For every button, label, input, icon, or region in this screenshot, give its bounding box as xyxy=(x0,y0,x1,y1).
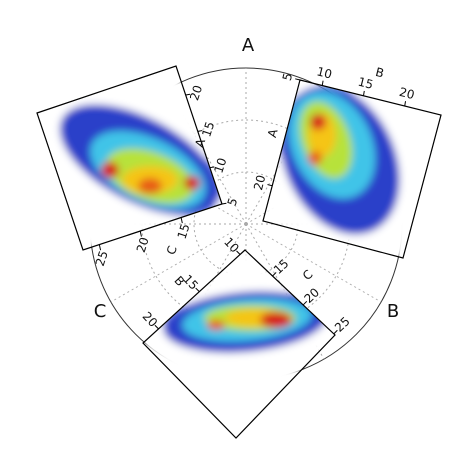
tick-mark xyxy=(209,166,215,169)
tick-label: 20 xyxy=(301,285,322,306)
tick-mark xyxy=(333,329,338,335)
tick-mark xyxy=(321,80,324,86)
density-blob xyxy=(263,80,441,258)
axis-label: C xyxy=(164,244,180,256)
tick-label: 20 xyxy=(251,174,268,192)
axis-label: B xyxy=(374,65,385,81)
tick-mark xyxy=(362,90,365,96)
tick-mark xyxy=(295,78,301,81)
tick-label: 10 xyxy=(211,156,229,175)
corner-label: A xyxy=(242,35,255,56)
tick-mark xyxy=(236,250,241,255)
radial-grid xyxy=(110,223,247,303)
density-blob xyxy=(37,66,222,250)
tick-mark xyxy=(221,202,227,205)
tick-mark xyxy=(404,101,407,107)
tick-mark xyxy=(197,130,203,132)
tick-label: 25 xyxy=(332,314,353,335)
tick-label: 5 xyxy=(280,71,295,82)
tick-label: 15 xyxy=(357,75,375,92)
tick-label: 25 xyxy=(93,249,111,268)
corner-label: B xyxy=(387,301,399,322)
tick-label: 20 xyxy=(134,235,152,254)
axis-label: A xyxy=(265,127,281,139)
tick-mark xyxy=(180,217,183,224)
tick-mark xyxy=(154,324,159,330)
tick-label: 15 xyxy=(271,256,292,277)
axis-label: C xyxy=(300,267,316,283)
corner-label: C xyxy=(94,301,107,322)
tick-label: 20 xyxy=(187,83,205,102)
tick-label: 15 xyxy=(175,222,193,241)
tick-label: 20 xyxy=(398,85,416,102)
tick-mark xyxy=(302,300,308,306)
tick-label: 15 xyxy=(199,120,217,139)
tick-label: 10 xyxy=(315,64,333,81)
tick-mark xyxy=(195,287,200,293)
tick-mark xyxy=(267,184,273,187)
axis-label: B xyxy=(171,273,187,289)
tick-mark xyxy=(185,93,191,96)
tick-label: 5 xyxy=(225,196,241,208)
radial-grid xyxy=(245,223,382,303)
tick-mark xyxy=(139,230,142,237)
tick-mark xyxy=(98,244,102,251)
density-blob xyxy=(143,250,335,438)
tick-mark xyxy=(272,272,277,277)
